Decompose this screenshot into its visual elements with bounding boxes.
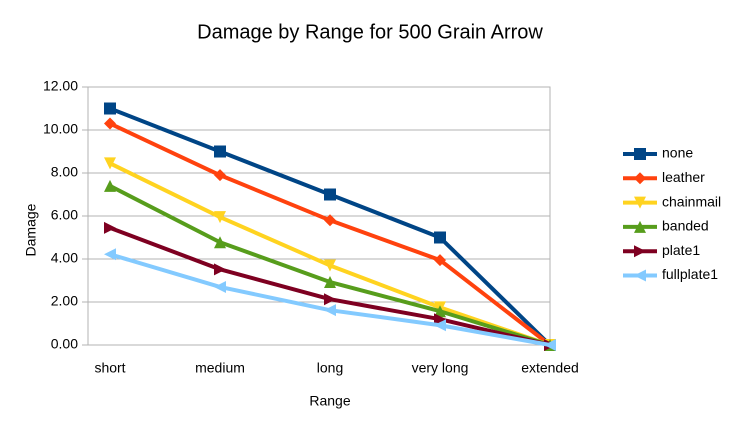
- y-tick-label: 2.00: [51, 293, 78, 309]
- x-tick-label: short: [94, 360, 125, 376]
- x-tick-label: very long: [412, 360, 469, 376]
- marker: [104, 102, 116, 115]
- marker: [214, 211, 226, 224]
- chart-title: Damage by Range for 500 Grain Arrow: [197, 21, 543, 43]
- legend-marker: [634, 220, 646, 233]
- legend-label: plate1: [662, 242, 700, 258]
- x-tick-label: medium: [195, 360, 245, 376]
- y-tick-label: 8.00: [51, 164, 78, 180]
- legend-marker: [634, 269, 646, 282]
- legend-label: leather: [662, 169, 705, 185]
- y-tick-label: 12.00: [43, 78, 78, 94]
- legend-marker: [634, 245, 646, 258]
- legend-item: plate1: [623, 242, 700, 258]
- marker: [324, 293, 336, 306]
- marker: [324, 276, 336, 289]
- x-tick-label: extended: [521, 360, 579, 376]
- marker: [434, 313, 446, 326]
- marker: [434, 305, 446, 318]
- legend-label: none: [662, 145, 693, 161]
- marker: [324, 214, 336, 227]
- marker: [104, 117, 116, 130]
- marker: [324, 259, 336, 272]
- legend-label: fullplate1: [662, 266, 718, 282]
- marker: [214, 236, 226, 249]
- marker: [324, 188, 336, 201]
- legend-item: fullplate1: [623, 266, 718, 282]
- marker: [544, 339, 556, 351]
- y-tick-label: 10.00: [43, 121, 78, 137]
- legend-marker: [634, 148, 646, 160]
- y-tick-label: 4.00: [51, 250, 78, 266]
- y-tick-label: 0.00: [51, 336, 78, 352]
- marker: [104, 179, 116, 192]
- legend-label: banded: [662, 218, 709, 234]
- legend-item: none: [623, 145, 693, 161]
- marker: [214, 280, 226, 293]
- legend-marker: [634, 172, 646, 185]
- x-axis-label: Range: [309, 393, 350, 409]
- y-tick-label: 6.00: [51, 207, 78, 223]
- plot-frame: [87, 86, 551, 346]
- marker: [104, 221, 116, 234]
- legend-marker: [634, 196, 646, 209]
- marker: [214, 145, 226, 158]
- legend-item: chainmail: [623, 193, 721, 209]
- x-tick-label: long: [317, 360, 343, 376]
- marker: [434, 319, 446, 332]
- marker: [214, 263, 226, 276]
- marker: [104, 248, 116, 261]
- marker: [104, 157, 116, 170]
- y-axis-label: Damage: [23, 203, 39, 256]
- marker: [214, 169, 226, 182]
- marker: [324, 304, 336, 317]
- legend-label: chainmail: [662, 193, 721, 209]
- legend-item: banded: [623, 218, 709, 234]
- legend-item: leather: [623, 169, 705, 185]
- marker: [434, 254, 446, 267]
- marker: [434, 231, 446, 244]
